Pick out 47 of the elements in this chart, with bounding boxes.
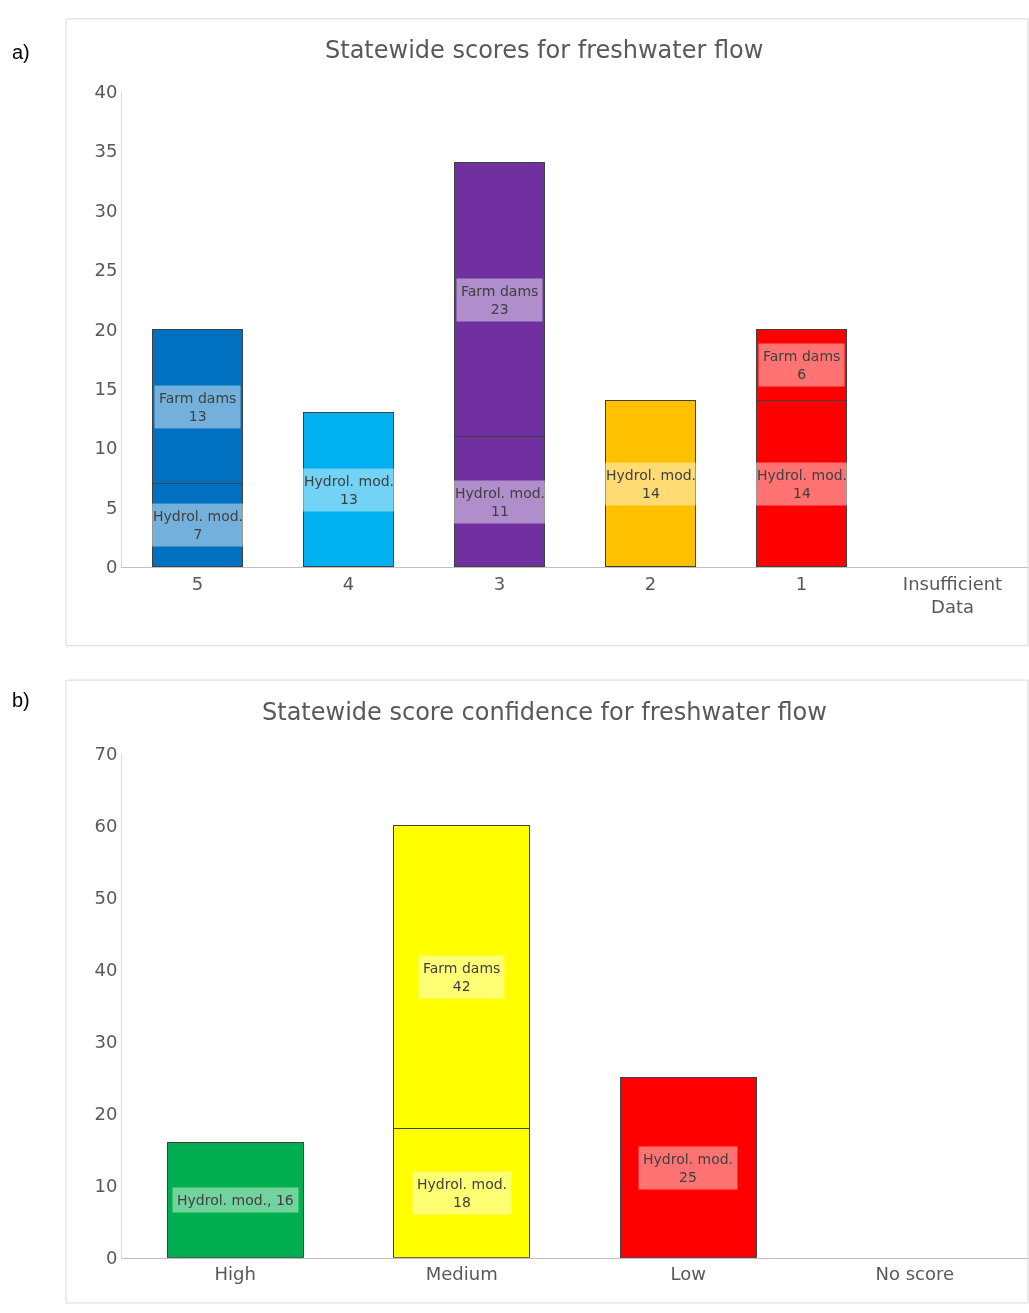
y-tick-label: 35: [94, 140, 118, 162]
x-tick-label: 1: [795, 572, 808, 594]
x-tick-label: Low: [670, 1263, 706, 1285]
x-tick-label: 5: [191, 572, 204, 594]
y-tick-label: 30: [94, 1031, 118, 1053]
y-tick-label: 5: [105, 496, 118, 518]
data-label: Hydrol. mod., 16: [177, 1192, 294, 1208]
chart-title: Statewide scores for freshwater flow: [325, 36, 764, 64]
x-tick-label: 3: [493, 572, 506, 594]
y-tick-label: 10: [94, 1175, 118, 1197]
data-label: Farm dams 23: [461, 283, 539, 318]
bar: [604, 400, 697, 567]
bar: [302, 412, 395, 567]
x-tick-label: High: [214, 1263, 256, 1285]
data-label: Farm dams 13: [159, 390, 237, 425]
chart-title: Statewide score confidence for freshwater flow: [262, 698, 827, 726]
y-tick-label: 60: [94, 815, 118, 837]
data-label: Hydrol. mod. 18: [417, 1176, 508, 1211]
data-label: Hydrol. mod. 14: [606, 467, 697, 502]
y-tick-label: 10: [94, 437, 118, 459]
y-tick-label: 25: [94, 259, 118, 281]
y-tick-label: 15: [94, 378, 118, 400]
data-label: Farm dams 42: [423, 960, 501, 995]
y-tick-label: 0: [105, 556, 118, 578]
data-label: Hydrol. mod. 7: [153, 508, 244, 543]
x-tick-label: Insufficient Data: [902, 572, 1003, 617]
bar: [619, 1077, 757, 1258]
y-tick-label: 30: [94, 199, 118, 221]
data-label: Farm dams 6: [763, 348, 841, 383]
x-tick-label: No score: [875, 1263, 955, 1285]
y-tick-label: 40: [94, 959, 118, 981]
y-tick-label: 40: [94, 80, 118, 102]
y-tick-label: 0: [105, 1247, 118, 1269]
text: b): [12, 689, 30, 711]
data-label: Hydrol. mod. 14: [757, 467, 848, 502]
y-tick-label: 50: [94, 887, 118, 909]
text: a): [12, 41, 30, 63]
x-tick-label: 4: [342, 572, 355, 594]
y-tick-label: 20: [94, 318, 118, 340]
y-tick-label: 70: [94, 743, 118, 765]
y-tick-label: 20: [94, 1103, 118, 1125]
data-label: Hydrol. mod. 25: [643, 1151, 734, 1186]
data-label: Hydrol. mod. 11: [455, 485, 546, 520]
data-label: Hydrol. mod. 13: [304, 473, 395, 508]
x-tick-label: 2: [644, 572, 657, 594]
bar: [166, 1142, 304, 1258]
x-tick-label: Medium: [425, 1263, 498, 1285]
